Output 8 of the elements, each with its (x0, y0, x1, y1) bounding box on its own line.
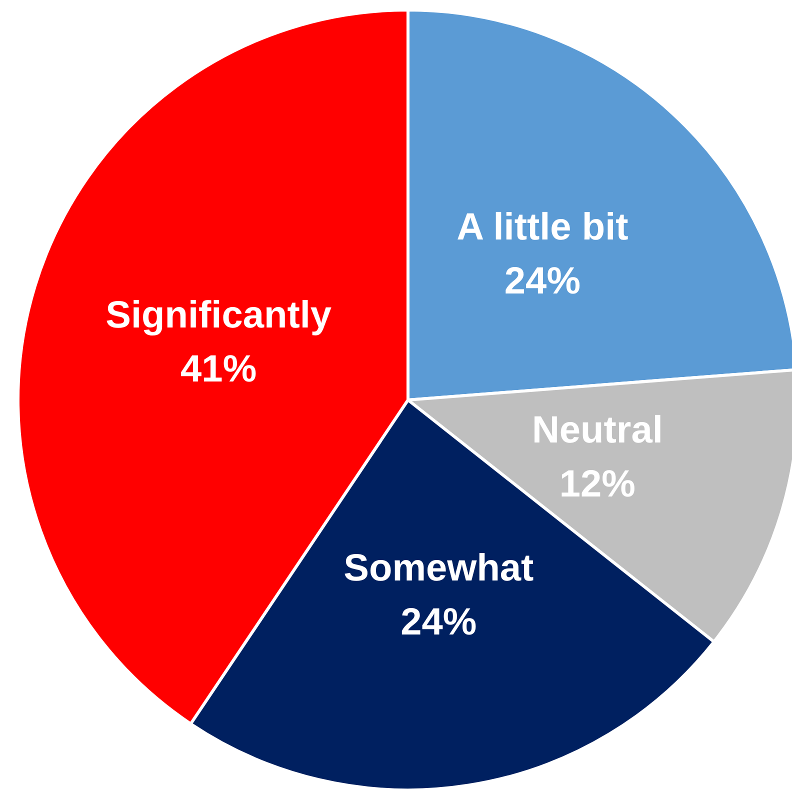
slice-label: Somewhat (344, 548, 534, 590)
slice-label: Significantly (106, 294, 332, 336)
data-label: 41% (180, 348, 257, 390)
data-label: 24% (504, 260, 580, 303)
data-label: 24% (400, 602, 477, 644)
data-label: 12% (559, 464, 636, 506)
slice-label: Neutral (532, 410, 663, 452)
slice-label: A little bit (456, 206, 629, 249)
